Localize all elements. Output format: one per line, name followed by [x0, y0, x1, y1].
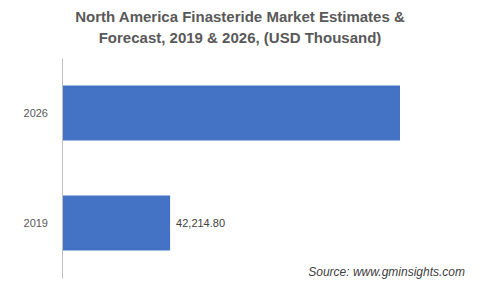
- tick-label: 2026: [24, 107, 48, 119]
- axis-line: [62, 59, 63, 279]
- title: North America Finasteride Market Estimat…: [75, 8, 405, 25]
- bar: [62, 196, 170, 251]
- source: Source: www.gminsights.com: [308, 265, 465, 279]
- tick: 2019: [24, 217, 48, 229]
- bars: [62, 86, 400, 251]
- data-labels: 42,214.80: [176, 217, 225, 229]
- title: Forecast, 2019 & 2026, (USD Thousand): [99, 29, 382, 46]
- tick: 2026: [24, 107, 48, 119]
- tick-label: 2019: [24, 217, 48, 229]
- category-axis: 2026 2019: [24, 59, 63, 279]
- data-label: 42,214.80: [176, 217, 225, 229]
- chart: North America Finasteride Market Estimat…: [0, 0, 480, 288]
- bar: [62, 86, 400, 141]
